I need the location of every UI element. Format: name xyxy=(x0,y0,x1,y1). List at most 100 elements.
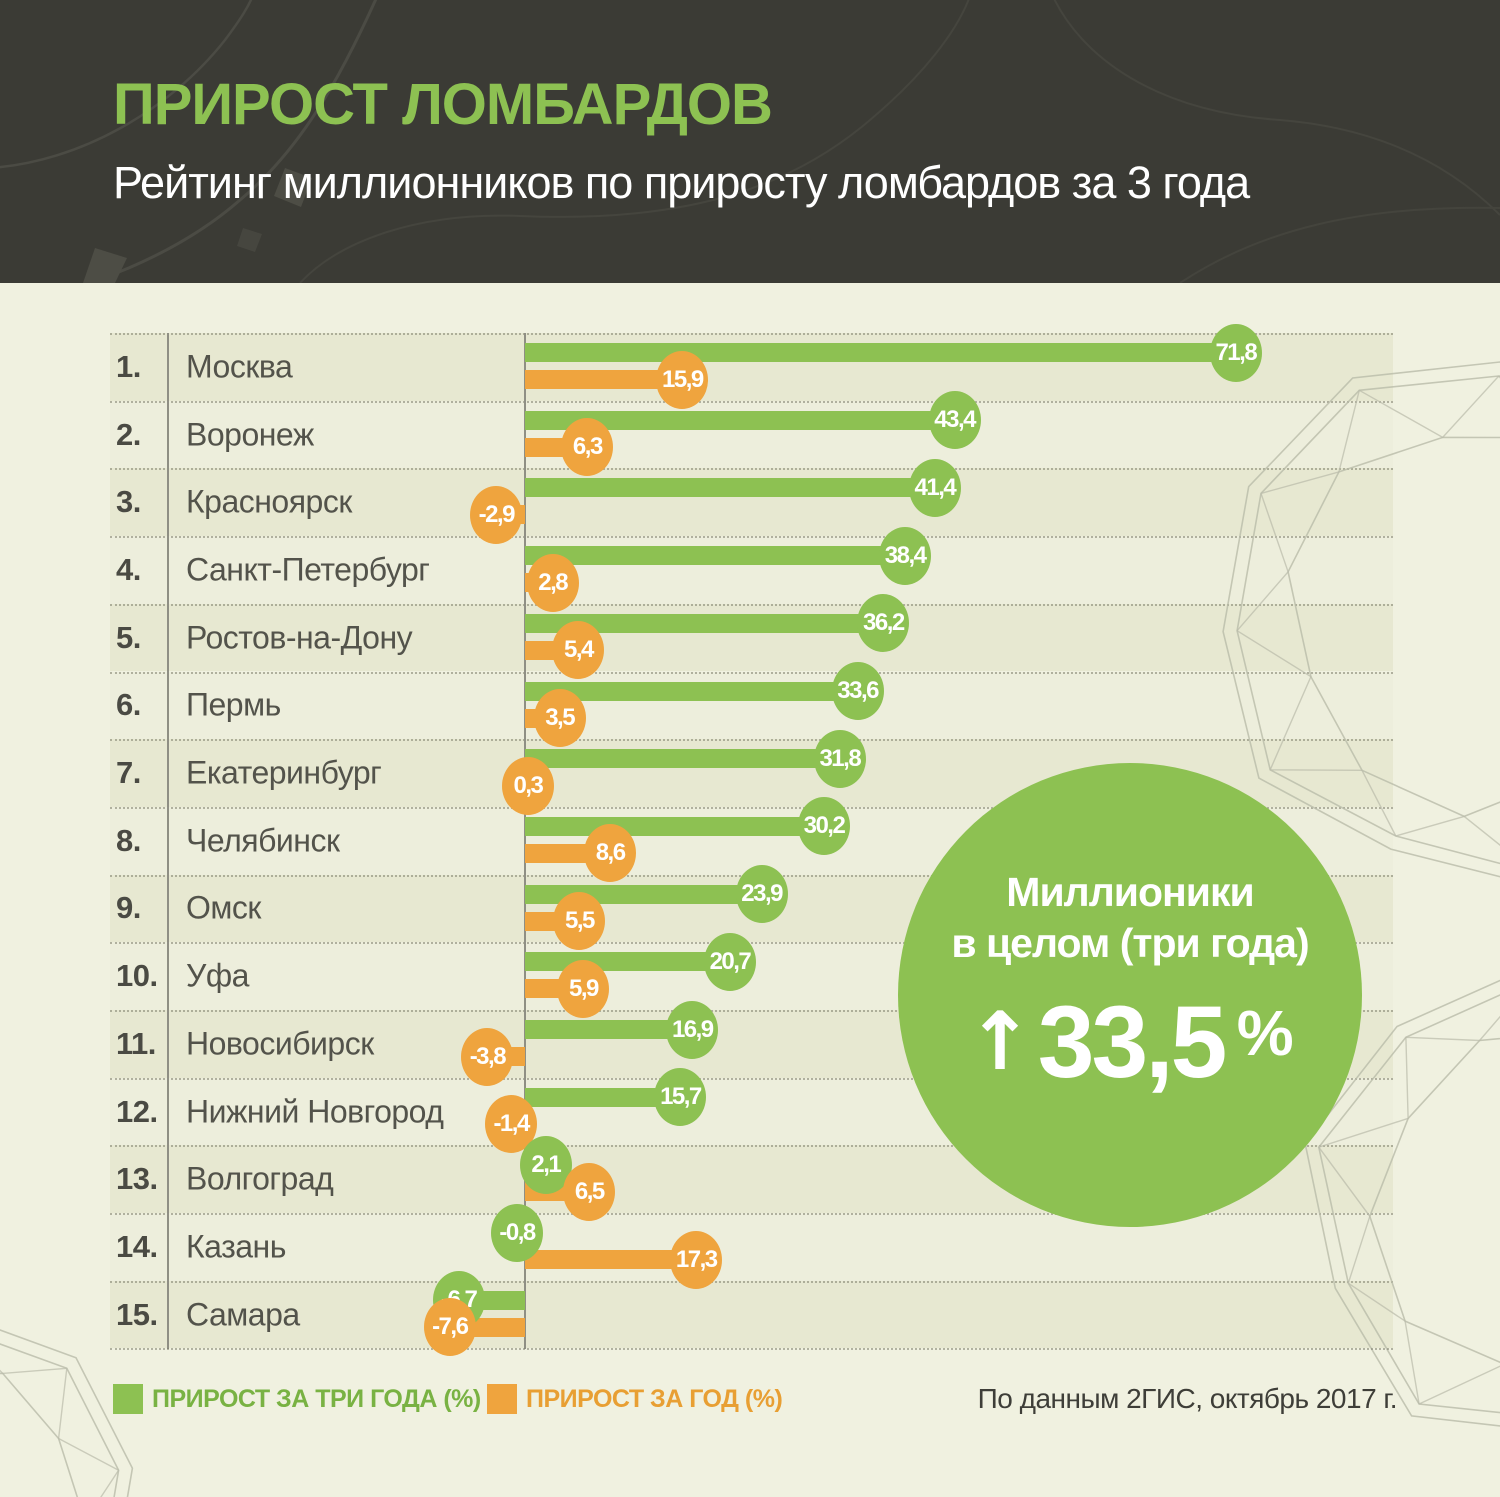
bar-three-years xyxy=(525,410,955,430)
zero-axis-line xyxy=(524,333,526,1349)
bar-three-years xyxy=(525,1087,681,1107)
bar-three-years xyxy=(525,613,884,633)
bar-three-years xyxy=(525,749,840,769)
table-row: 2. Воронеж 43,4 6,3 xyxy=(110,391,1393,477)
rank-label: 8. xyxy=(116,822,141,858)
value-bubble: 36,2 xyxy=(857,594,910,653)
table-row: 15.Самара-6,7-7,6 xyxy=(110,1271,1393,1357)
city-label: Уфа xyxy=(186,957,249,994)
legend-swatch-one-year xyxy=(487,1384,517,1414)
row-stripe xyxy=(110,1213,1393,1281)
value-bubble: 20,7 xyxy=(703,932,756,991)
value-bubble: 71,8 xyxy=(1209,323,1262,382)
percent-sign: % xyxy=(1236,996,1294,1069)
legend-label-one-year: ПРИРОСТ ЗА ГОД (%) xyxy=(526,1385,783,1413)
rank-label: 15. xyxy=(116,1296,158,1332)
value-bubble: 15,7 xyxy=(654,1068,707,1127)
value-bubble: 5,9 xyxy=(557,959,610,1018)
city-label: Москва xyxy=(186,348,293,385)
value-bubble: 38,4 xyxy=(879,526,932,585)
value-bubble: 30,2 xyxy=(797,797,850,856)
city-label: Челябинск xyxy=(186,822,340,859)
city-label: Нижний Новгород xyxy=(186,1093,444,1130)
bar-three-years xyxy=(525,478,935,498)
summary-line2: в целом (три года) xyxy=(951,920,1309,967)
value-bubble: 3,5 xyxy=(533,689,586,747)
value-bubble: 33,6 xyxy=(831,662,884,720)
value-bubble: 8,6 xyxy=(584,824,637,883)
city-label: Воронеж xyxy=(186,416,314,453)
summary-circle: Миллионики в целом (три года) ↑ 33,5 % xyxy=(898,763,1362,1227)
table-row: 6. Пермь 33,6 3,5 xyxy=(110,662,1393,747)
city-label: Красноярск xyxy=(186,483,352,520)
bar-three-years xyxy=(525,1020,693,1039)
page-title: ПРИРОСТ ЛОМБАРДОВ xyxy=(113,72,773,137)
chart-bottom-line xyxy=(110,1348,1393,1350)
city-label: Ростов-на-Дону xyxy=(186,619,413,656)
bar-one-year xyxy=(525,370,683,389)
summary-line1: Миллионики xyxy=(1006,869,1254,915)
bar-one-year xyxy=(525,1250,697,1270)
rank-label: 7. xyxy=(116,755,141,791)
rank-label: 14. xyxy=(116,1228,158,1264)
value-bubble: -7,6 xyxy=(423,1298,476,1357)
bar-three-years xyxy=(525,546,906,566)
bar-three-years xyxy=(525,816,824,836)
city-label: Екатеринбург xyxy=(186,754,382,791)
rank-label: 3. xyxy=(116,484,141,520)
rank-label: 10. xyxy=(116,958,158,994)
value-bubble: 16,9 xyxy=(666,1000,719,1059)
bar-three-years xyxy=(525,952,730,972)
table-row: 1. Москва 71,8 15,9 xyxy=(110,323,1393,409)
table-row: 3. Красноярск 41,4 -2,9 xyxy=(110,458,1393,544)
value-bubble: 6,3 xyxy=(561,418,614,477)
value-bubble: -0,8 xyxy=(491,1203,544,1262)
rank-label: 9. xyxy=(116,890,141,926)
value-bubble: 23,9 xyxy=(735,865,788,924)
value-bubble: 17,3 xyxy=(670,1230,723,1289)
label-separator-line xyxy=(167,333,169,1349)
rank-label: 13. xyxy=(116,1161,158,1197)
rank-label: 4. xyxy=(116,551,141,587)
city-label: Казань xyxy=(186,1228,286,1265)
legend: ПРИРОСТ ЗА ТРИ ГОДА (%) ПРИРОСТ ЗА ГОД (… xyxy=(0,1382,1500,1422)
table-row: 5. Ростов-на-Дону 36,2 5,4 xyxy=(110,594,1393,680)
rank-label: 5. xyxy=(116,619,141,655)
rank-label: 12. xyxy=(116,1093,158,1129)
value-bubble: 31,8 xyxy=(813,729,866,788)
rank-label: 11. xyxy=(116,1025,156,1061)
table-row: 14. Казань -0,8 17,3 xyxy=(110,1203,1393,1289)
source-note: По данным 2ГИС, октябрь 2017 г. xyxy=(977,1383,1398,1414)
city-label: Новосибирск xyxy=(186,1025,374,1062)
row-stripe xyxy=(110,400,1393,469)
header: ПРИРОСТ ЛОМБАРДОВ Рейтинг миллионников п… xyxy=(0,0,1500,283)
value-bubble: 5,4 xyxy=(552,621,605,680)
city-label: Самара xyxy=(186,1296,300,1333)
page-subtitle: Рейтинг миллионников по приросту ломбард… xyxy=(113,157,1250,208)
legend-label-three-years: ПРИРОСТ ЗА ТРИ ГОДА (%) xyxy=(152,1385,481,1413)
value-bubble: 5,5 xyxy=(553,892,606,951)
summary-percent-value: 33,5 xyxy=(1037,984,1228,1099)
city-label: Пермь xyxy=(186,686,281,723)
row-stripe xyxy=(110,1280,1393,1349)
table-row: 4. Санкт-Петербург 38,4 2,8 xyxy=(110,526,1393,612)
value-bubble: 2,1 xyxy=(519,1135,572,1194)
value-bubble: 0,3 xyxy=(501,756,554,815)
legend-swatch-three-years xyxy=(113,1384,143,1414)
rank-label: 6. xyxy=(116,687,141,723)
bar-three-years xyxy=(525,343,1236,362)
summary-value: ↑ 33,5 % xyxy=(898,984,1362,1101)
value-bubble: 6,5 xyxy=(563,1162,616,1221)
rank-label: 1. xyxy=(116,348,141,384)
city-label: Санкт-Петербург xyxy=(186,551,430,588)
up-arrow-icon: ↑ xyxy=(966,994,1034,1088)
value-bubble: 2,8 xyxy=(526,553,579,612)
rank-label: 2. xyxy=(116,416,141,452)
value-bubble: 43,4 xyxy=(928,391,981,450)
bar-three-years xyxy=(525,681,858,701)
city-label: Омск xyxy=(186,889,261,926)
city-label: Волгоград xyxy=(186,1160,334,1197)
value-bubble: 15,9 xyxy=(656,350,709,409)
map-decoration xyxy=(0,0,1500,283)
